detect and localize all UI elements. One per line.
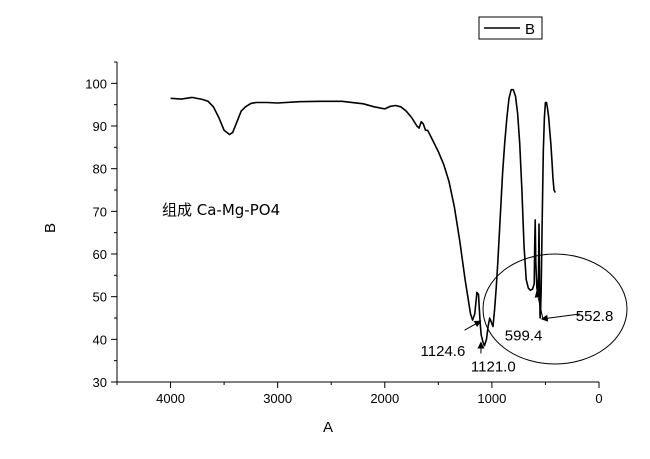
y-axis: 30 40 50 60 70 80 90 100 bbox=[85, 61, 117, 390]
y-axis-label: B bbox=[42, 223, 59, 233]
x-tick-label: 2000 bbox=[370, 391, 399, 406]
y-tick-label: 40 bbox=[93, 332, 107, 347]
y-tick-label: 30 bbox=[93, 375, 107, 390]
peak-arrow bbox=[534, 290, 544, 319]
peak-annotations: 1124.6 1121.0 599.4 552.8 bbox=[421, 290, 614, 375]
y-tick-label: 60 bbox=[93, 247, 107, 262]
peak-arrow bbox=[464, 320, 482, 331]
composition-annotation: 组成 Ca-Mg-PO4 bbox=[162, 201, 280, 219]
x-tick-label: 1000 bbox=[477, 391, 506, 406]
legend: B bbox=[478, 16, 543, 40]
peak-label: 552.8 bbox=[576, 308, 614, 325]
y-tick-label: 70 bbox=[93, 204, 107, 219]
x-tick-label: 4000 bbox=[156, 391, 185, 406]
x-axis-label: A bbox=[323, 419, 333, 436]
x-tick-label: 0 bbox=[595, 391, 602, 406]
x-axis: 4000 3000 2000 1000 0 bbox=[116, 382, 603, 406]
y-tick-label: 100 bbox=[85, 76, 107, 91]
highlight-ellipse bbox=[482, 253, 628, 365]
x-tick-label: 3000 bbox=[263, 391, 292, 406]
legend-label: B bbox=[525, 21, 535, 38]
peak-label: 1121.0 bbox=[471, 358, 516, 375]
peak-label: 599.4 bbox=[505, 327, 543, 344]
peak-arrow bbox=[540, 313, 580, 322]
y-tick-label: 50 bbox=[93, 290, 107, 305]
y-tick-label: 90 bbox=[93, 119, 107, 134]
plot-frame bbox=[116, 62, 599, 383]
peak-label: 1124.6 bbox=[421, 343, 466, 360]
y-tick-label: 80 bbox=[93, 162, 107, 177]
